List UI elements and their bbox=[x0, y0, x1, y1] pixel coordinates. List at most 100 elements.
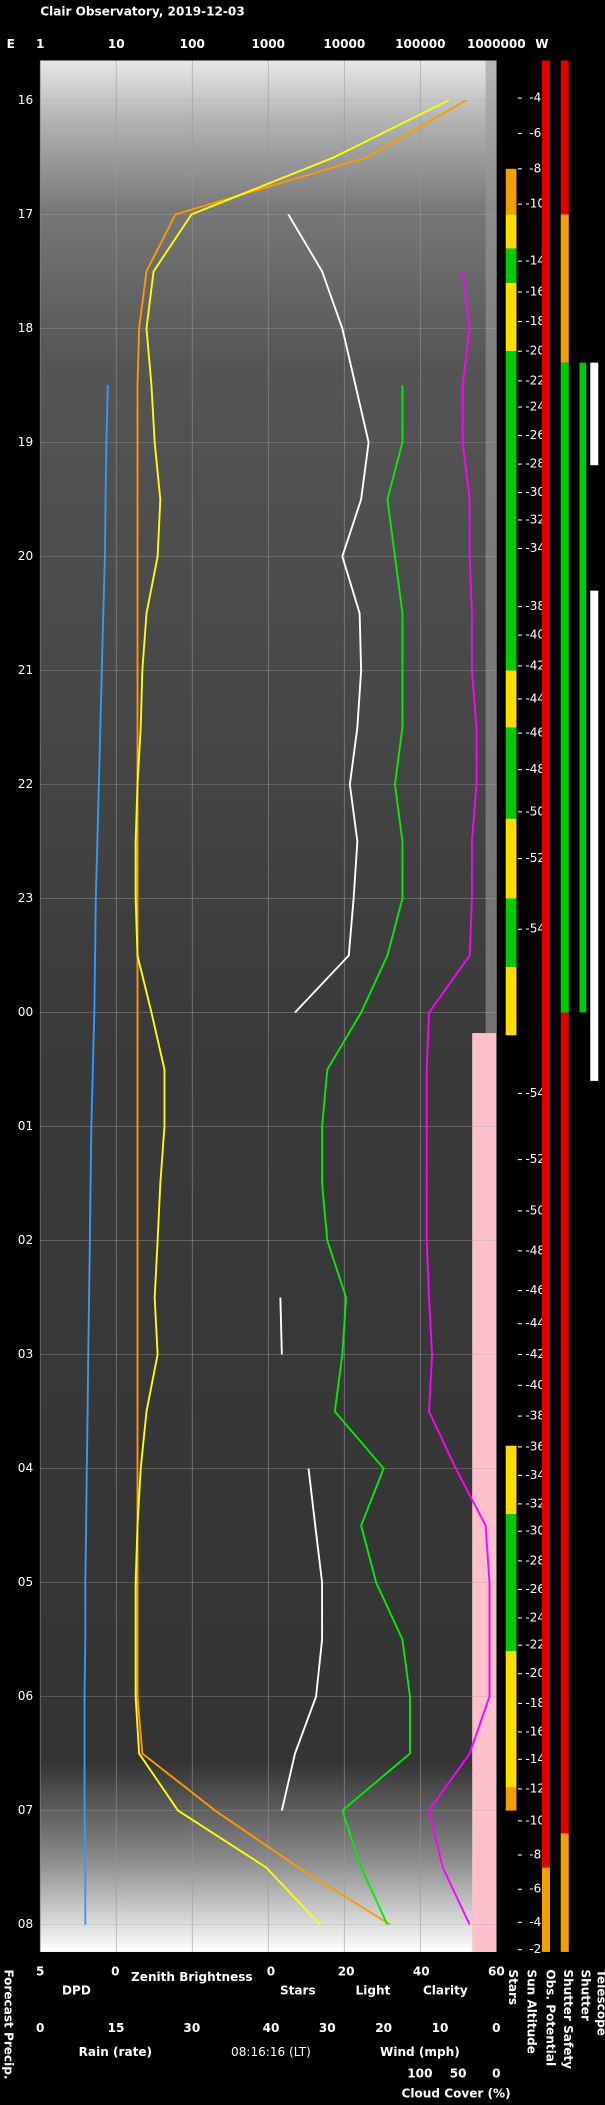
strip-label: Stars bbox=[506, 1969, 520, 2005]
sun-altitude-value: -20 bbox=[525, 1666, 545, 1680]
axis-label: Stars bbox=[280, 1983, 316, 1997]
strip-label: Shutter bbox=[578, 1969, 592, 2021]
x-tick-label: 10 bbox=[108, 37, 125, 51]
y-tick-label: 16 bbox=[18, 93, 33, 107]
status-segment bbox=[590, 590, 599, 1081]
bottom-tick-label: 30 bbox=[183, 2021, 200, 2035]
sun-altitude-value: -4 bbox=[529, 91, 541, 105]
status-segment bbox=[560, 214, 569, 363]
y-tick-label: 05 bbox=[18, 1575, 33, 1589]
sun-altitude-value: -46 bbox=[525, 726, 545, 740]
sun-altitude-value: -30 bbox=[525, 485, 545, 499]
y-tick-label: 06 bbox=[18, 1689, 33, 1703]
timestamp: 08:16:16 (LT) bbox=[231, 2045, 311, 2059]
y-tick-label: 18 bbox=[18, 321, 33, 335]
bottom-tick-label: 100 bbox=[407, 2067, 432, 2081]
sun-altitude-value: -8 bbox=[529, 1848, 541, 1862]
strip-label: Obs. Potential bbox=[544, 1969, 558, 2066]
east-label: E bbox=[7, 37, 15, 51]
status-segment bbox=[505, 1650, 517, 1788]
bottom-tick-label: 40 bbox=[263, 2021, 280, 2035]
sun-altitude-value: -24 bbox=[525, 400, 545, 414]
sun-altitude-value: -4 bbox=[529, 1915, 541, 1929]
bottom-tick-label: 10 bbox=[432, 2021, 449, 2035]
x-tick-label: 100 bbox=[180, 37, 205, 51]
series-line bbox=[425, 271, 491, 1925]
y-tick-label: 03 bbox=[18, 1347, 33, 1361]
y-tick-label: 19 bbox=[18, 435, 33, 449]
sun-altitude-value: -40 bbox=[525, 1378, 545, 1392]
y-tick-label: 02 bbox=[18, 1233, 33, 1247]
bottom-tick-label: 0 bbox=[267, 1965, 275, 1979]
status-segment bbox=[505, 670, 517, 728]
sun-altitude-value: -22 bbox=[525, 373, 545, 387]
sun-altitude-value: -28 bbox=[525, 1553, 545, 1567]
bottom-tick-label: 0 bbox=[492, 2021, 500, 2035]
west-label: W bbox=[535, 37, 548, 51]
sun-altitude-value: -8 bbox=[529, 161, 541, 175]
status-segment bbox=[541, 60, 550, 1868]
status-segment bbox=[505, 898, 517, 967]
sun-altitude-value: -52 bbox=[525, 851, 545, 865]
series-line bbox=[287, 213, 370, 1014]
y-tick-label: 22 bbox=[18, 777, 33, 791]
sun-altitude-value: -46 bbox=[525, 1283, 545, 1297]
bottom-tick-label: 0 bbox=[111, 1965, 119, 1979]
sun-altitude-value: -10 bbox=[525, 1813, 545, 1827]
sun-altitude-value: -16 bbox=[525, 284, 545, 298]
bottom-tick-label: 20 bbox=[338, 1965, 355, 1979]
sun-altitude-value: -10 bbox=[525, 197, 545, 211]
y-tick-label: 20 bbox=[18, 549, 33, 563]
sun-altitude-value: -48 bbox=[525, 1243, 545, 1257]
sun-altitude-value: -28 bbox=[525, 457, 545, 471]
sun-altitude-value: -54 bbox=[525, 1086, 545, 1100]
sun-altitude-value: -54 bbox=[525, 922, 545, 936]
x-tick-label: 1000000 bbox=[467, 37, 526, 51]
sun-altitude-value: -26 bbox=[525, 428, 545, 442]
axis-label: Rain (rate) bbox=[79, 2045, 152, 2059]
forecast-label: Forecast Precip. bbox=[2, 1969, 16, 2079]
y-tick-label: 08 bbox=[18, 1917, 33, 1931]
chart-title: Clair Observatory, 2019-12-03 bbox=[40, 5, 244, 19]
sun-altitude-value: -52 bbox=[525, 1152, 545, 1166]
sun-altitude-value: -6 bbox=[529, 1882, 541, 1896]
status-segment bbox=[505, 818, 517, 899]
sun-altitude-value: -34 bbox=[525, 1468, 545, 1482]
status-segment bbox=[560, 362, 569, 1013]
status-segment bbox=[505, 1514, 517, 1651]
y-tick-label: 00 bbox=[18, 1005, 33, 1019]
bottom-tick-label: 50 bbox=[450, 2067, 467, 2081]
y-tick-label: 07 bbox=[18, 1803, 33, 1817]
bottom-tick-label: 0 bbox=[36, 2021, 44, 2035]
sun-altitude-value: -44 bbox=[525, 691, 545, 705]
y-tick-label: 01 bbox=[18, 1119, 33, 1133]
status-segment bbox=[505, 168, 517, 215]
axis-label: Wind (mph) bbox=[380, 2045, 460, 2059]
sun-altitude-value: -48 bbox=[525, 762, 545, 776]
sun-altitude-value: -36 bbox=[525, 1439, 545, 1453]
status-segment bbox=[560, 1012, 569, 1834]
axis-label: Clarity bbox=[423, 1983, 468, 1997]
series-line bbox=[136, 99, 467, 1926]
status-segment bbox=[505, 351, 517, 671]
status-segment bbox=[541, 1867, 550, 1952]
bottom-tick-label: 30 bbox=[319, 2021, 336, 2035]
sun-altitude-value: -20 bbox=[525, 344, 545, 358]
sun-altitude-value: -34 bbox=[525, 541, 545, 555]
bottom-tick-label: 5 bbox=[36, 1965, 44, 1979]
y-tick-label: 04 bbox=[18, 1461, 33, 1475]
status-segment bbox=[590, 362, 599, 466]
sun-altitude-value: -50 bbox=[525, 804, 545, 818]
status-segment bbox=[505, 248, 517, 283]
bottom-tick-label: 20 bbox=[375, 2021, 392, 2035]
sun-altitude-value: -14 bbox=[525, 1752, 545, 1766]
y-tick-label: 17 bbox=[18, 207, 33, 221]
bottom-tick-label: 40 bbox=[413, 1965, 430, 1979]
x-tick-label: 100000 bbox=[395, 37, 445, 51]
sun-altitude-value: -40 bbox=[525, 628, 545, 642]
horizon-mask bbox=[472, 1033, 497, 1952]
y-tick-label: 21 bbox=[18, 663, 33, 677]
series-line bbox=[279, 1297, 283, 1355]
sun-altitude-value: -12 bbox=[525, 1781, 545, 1795]
